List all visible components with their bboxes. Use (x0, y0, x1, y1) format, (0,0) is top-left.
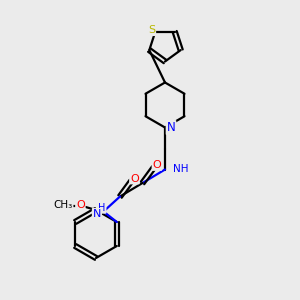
Text: CH₃: CH₃ (53, 200, 73, 211)
Text: N: N (93, 209, 101, 219)
Text: H: H (98, 203, 106, 213)
Text: S: S (148, 25, 155, 35)
Text: N: N (167, 121, 176, 134)
Text: NH: NH (173, 164, 189, 175)
Text: O: O (130, 173, 139, 184)
Text: O: O (152, 160, 161, 170)
Text: O: O (76, 200, 85, 211)
